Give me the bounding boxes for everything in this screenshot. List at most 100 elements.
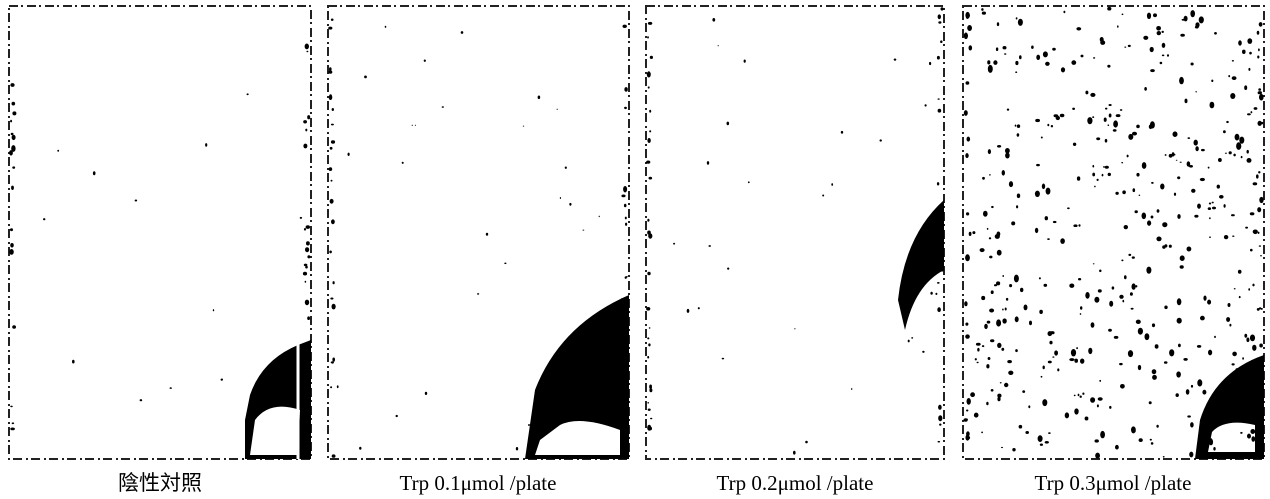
speck (1038, 277, 1041, 280)
colony-light (535, 421, 620, 455)
speck (624, 87, 628, 92)
speck (1172, 131, 1178, 137)
speck (1240, 155, 1243, 159)
speck (647, 424, 652, 431)
speck (304, 280, 307, 283)
speck (938, 21, 942, 24)
speck (1134, 210, 1138, 214)
speck (966, 212, 970, 216)
speck (1127, 44, 1131, 48)
speck (1223, 204, 1226, 208)
speck (1079, 313, 1082, 315)
speck (1166, 54, 1170, 57)
speck (1073, 394, 1076, 397)
speck (1173, 154, 1176, 156)
speck (986, 364, 990, 369)
speck (1181, 18, 1185, 21)
speck (970, 392, 975, 398)
speck (622, 348, 625, 352)
speck (329, 250, 332, 254)
speck (965, 254, 970, 262)
speck (1193, 139, 1198, 146)
speck (1242, 49, 1246, 54)
speck (303, 263, 308, 267)
speck (968, 45, 973, 51)
speck (648, 176, 653, 180)
speck (1040, 375, 1043, 378)
speck (1209, 101, 1215, 109)
speck (1073, 224, 1078, 227)
speck (582, 229, 585, 231)
speck (622, 368, 625, 371)
speck (329, 67, 332, 72)
speck (1151, 369, 1157, 375)
speck (1015, 71, 1018, 73)
speck (987, 357, 991, 360)
speck (623, 203, 627, 208)
speck (1008, 370, 1014, 375)
speck (1047, 238, 1050, 241)
speck (1036, 54, 1041, 60)
colony-shadow (525, 295, 629, 459)
speck (997, 342, 1002, 348)
speck (1006, 108, 1010, 111)
speck (1016, 193, 1021, 199)
speck (989, 308, 995, 313)
speck (1124, 275, 1127, 280)
speck (997, 393, 1002, 398)
speck (10, 405, 13, 408)
speck (1036, 163, 1040, 167)
caption: 陰性対照 (118, 471, 202, 495)
speck (1252, 229, 1258, 235)
speck (1080, 306, 1083, 310)
speck (1247, 433, 1251, 439)
speck (1201, 425, 1204, 428)
speck (1123, 225, 1129, 230)
speck (347, 152, 350, 156)
speck (1080, 358, 1085, 364)
speck (1129, 292, 1133, 296)
speck (220, 378, 223, 381)
speck (1161, 54, 1165, 57)
speck (485, 232, 489, 236)
speck (999, 250, 1002, 254)
speck (1015, 60, 1019, 66)
speck (1149, 46, 1154, 53)
speck (646, 160, 651, 164)
speck (1168, 244, 1172, 248)
speck (1107, 124, 1110, 126)
speck (706, 161, 710, 165)
speck (1060, 238, 1065, 244)
speck (937, 440, 941, 443)
speck (1189, 451, 1194, 458)
speck (1043, 283, 1048, 287)
speck (1179, 265, 1184, 269)
speck (1257, 441, 1260, 445)
speck (625, 222, 628, 226)
speck (1090, 322, 1095, 328)
speck (1088, 347, 1093, 355)
speck (1235, 368, 1240, 371)
speck (1150, 442, 1154, 445)
speck (1099, 269, 1102, 273)
speck (1257, 120, 1262, 126)
speck (1252, 182, 1258, 186)
speck (1001, 446, 1003, 449)
speck (332, 281, 335, 285)
speck (305, 405, 308, 408)
speck (972, 231, 976, 235)
speck (134, 199, 138, 202)
speck (460, 31, 464, 34)
speck (299, 216, 303, 219)
speck (1143, 35, 1149, 40)
speck (987, 64, 993, 73)
speck (924, 104, 927, 107)
speck (246, 93, 249, 96)
speck (1176, 317, 1182, 324)
speck (329, 146, 333, 150)
speck (966, 16, 969, 19)
speck (726, 121, 730, 126)
speck (647, 36, 649, 39)
speck (559, 197, 562, 199)
speck (851, 388, 853, 390)
